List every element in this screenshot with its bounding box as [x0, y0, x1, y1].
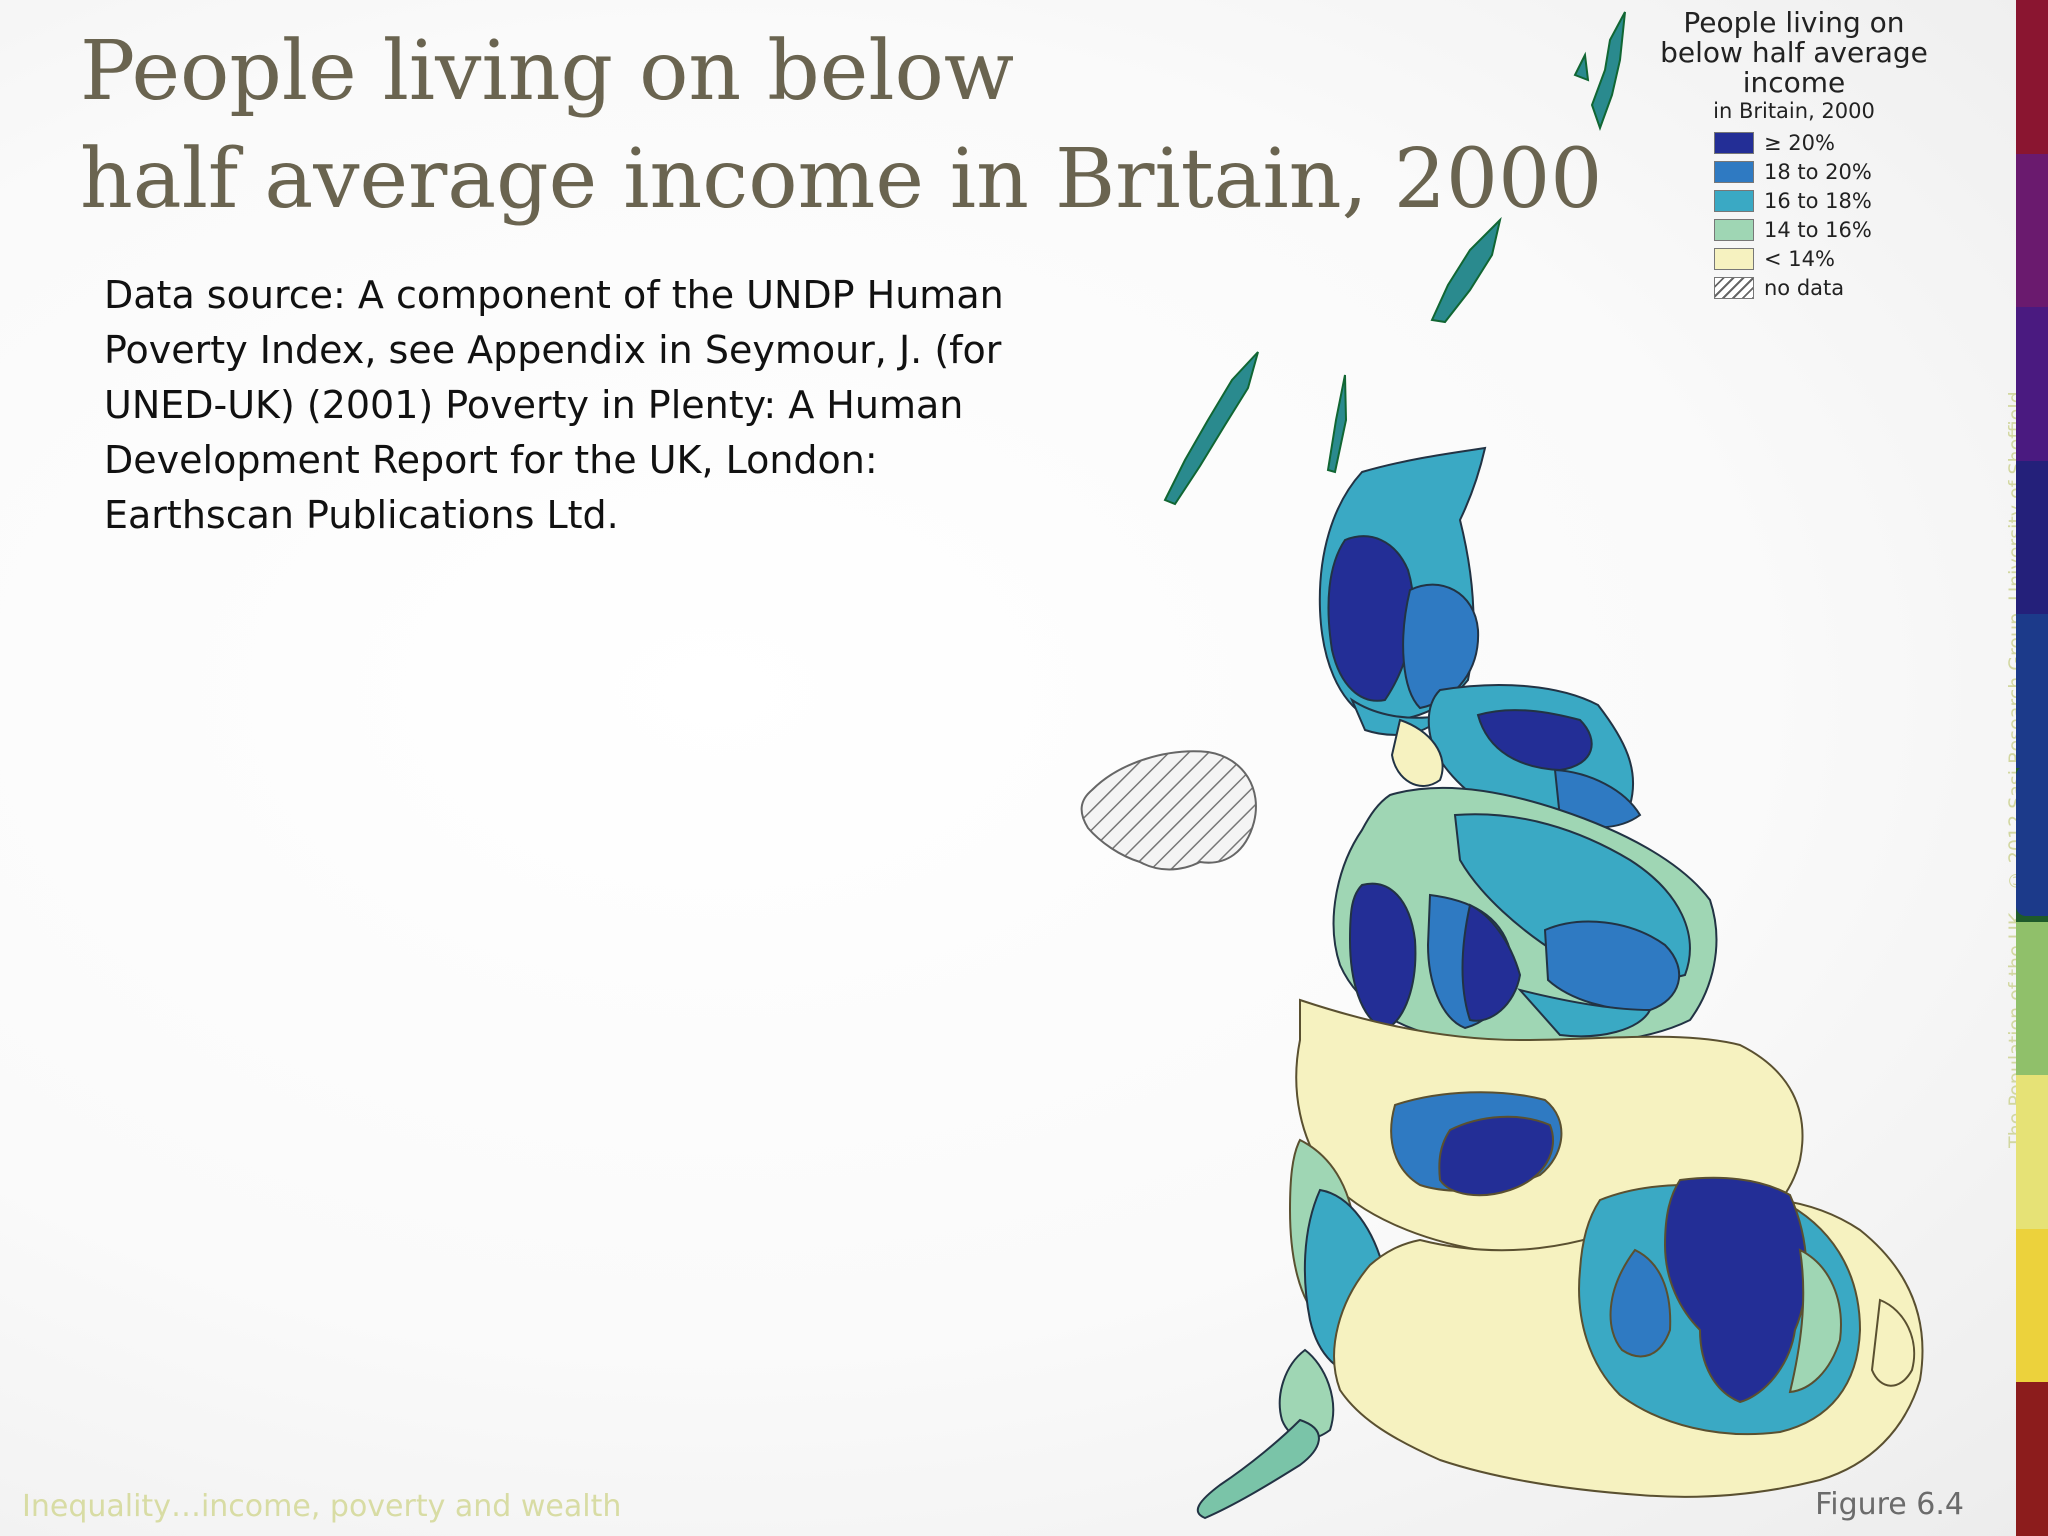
- western-isles: [1163, 351, 1348, 506]
- north-midlands-region: [1332, 786, 1718, 1046]
- color-bar-segment: [2016, 460, 2048, 615]
- legend-swatch: [1714, 189, 1754, 212]
- legend-item: < 14%: [1714, 244, 1944, 273]
- legend-swatch: [1714, 160, 1754, 183]
- color-bar-segment: [2016, 307, 2048, 461]
- legend-subtitle: in Britain, 2000: [1713, 99, 1875, 123]
- scotland-region: [1318, 446, 1487, 736]
- color-bar-segment: [2016, 1075, 2048, 1229]
- shetland-islands: [1573, 11, 1626, 131]
- legend-item: 16 to 18%: [1714, 186, 1944, 215]
- legend-swatch: [1714, 218, 1754, 241]
- legend-label: 16 to 18%: [1764, 188, 1872, 213]
- color-bar-segment: [2016, 921, 2048, 1076]
- color-bar-segment: [2016, 153, 2048, 308]
- legend-label: no data: [1764, 275, 1845, 300]
- northern-ireland-no-data: [1080, 750, 1257, 871]
- south-england-region: [1333, 1176, 1924, 1498]
- figure-number: Figure 6.4: [1815, 1487, 1964, 1522]
- orkney-islands: [1430, 216, 1502, 324]
- color-bar-segment: [2016, 614, 2048, 768]
- legend-item: no data: [1714, 273, 1944, 302]
- legend-label: 18 to 20%: [1764, 159, 1872, 184]
- legend-item: 14 to 16%: [1714, 215, 1944, 244]
- south-west-peninsula: [1196, 1418, 1320, 1520]
- slide-nav-handle[interactable]: [2016, 766, 2048, 916]
- footer-topic: Inequality…income, poverty and wealth: [22, 1489, 622, 1524]
- slide-title-line2: half average income in Britain, 2000: [80, 132, 1603, 227]
- legend-title: People living on below half average inco…: [1660, 6, 1928, 99]
- legend-swatch: [1714, 276, 1754, 299]
- legend-label: < 14%: [1764, 246, 1835, 271]
- legend-label: ≥ 20%: [1764, 130, 1835, 155]
- legend-swatch: [1714, 247, 1754, 270]
- legend-item: 18 to 20%: [1714, 157, 1944, 186]
- data-source-text: Data source: A component of the UNDP Hum…: [104, 273, 1004, 537]
- legend-item: ≥ 20%: [1714, 128, 1944, 157]
- color-bar-segment: [2016, 1228, 2048, 1383]
- slide-title: People living on below half average inco…: [80, 18, 1602, 234]
- map-legend: People living on below half average inco…: [1644, 8, 1944, 302]
- legend-label: 14 to 16%: [1764, 217, 1872, 242]
- color-bar-segment: [2016, 0, 2048, 154]
- color-bar-segment: [2016, 1382, 2048, 1536]
- legend-items: ≥ 20% 18 to 20% 16 to 18% 14 to 16% < 14% no …: [1644, 128, 1944, 302]
- legend-swatch: [1714, 131, 1754, 154]
- slide-title-line1: People living on below: [80, 24, 1015, 119]
